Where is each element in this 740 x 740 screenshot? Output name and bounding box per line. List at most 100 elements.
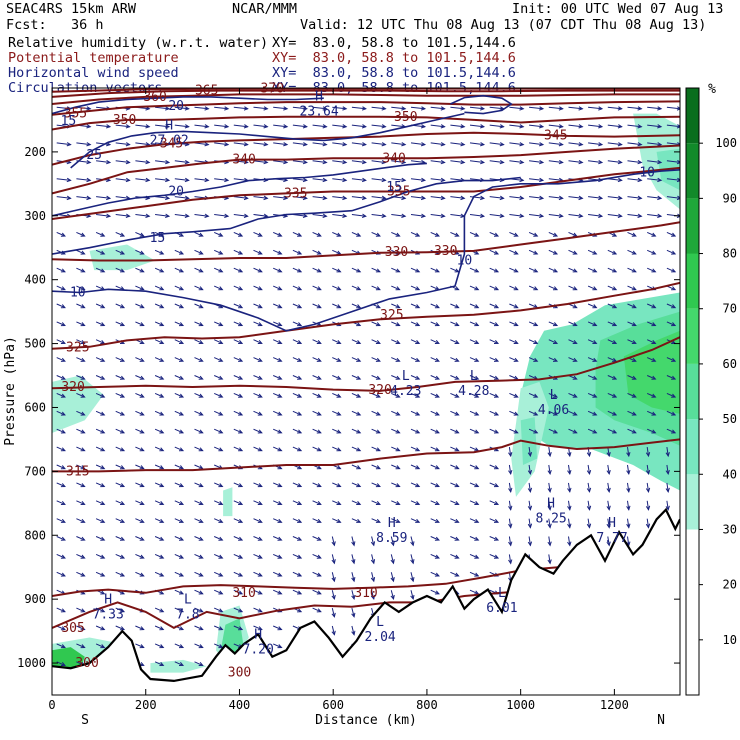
vector-arrowhead bbox=[257, 608, 263, 613]
circulation-vector bbox=[351, 428, 361, 434]
circulation-vector bbox=[509, 267, 518, 273]
vector-arrowhead bbox=[474, 429, 480, 434]
circulation-vector bbox=[351, 142, 366, 146]
circulation-vector bbox=[351, 410, 361, 416]
circulation-vector bbox=[351, 554, 355, 564]
vector-arrowhead bbox=[454, 518, 460, 523]
vector-arrowhead bbox=[322, 124, 328, 129]
vector-arrowhead bbox=[401, 195, 407, 201]
x-end-label-south: S bbox=[81, 713, 89, 728]
circulation-vector bbox=[627, 518, 630, 528]
vector-arrowhead bbox=[331, 576, 336, 583]
vector-arrowhead bbox=[342, 195, 348, 201]
vector-arrowhead bbox=[297, 286, 303, 291]
circulation-vector bbox=[115, 231, 125, 237]
vector-arrowhead bbox=[401, 106, 407, 111]
circulation-vector bbox=[587, 285, 597, 291]
vector-arrowhead bbox=[356, 304, 362, 309]
circulation-vector bbox=[430, 536, 440, 541]
vector-arrowhead bbox=[238, 483, 244, 488]
circulation-vector bbox=[253, 160, 268, 163]
vector-arrowhead bbox=[159, 429, 165, 434]
circulation-vector bbox=[115, 303, 125, 309]
colorbar-tick-label: 70 bbox=[723, 302, 737, 316]
vector-arrowhead bbox=[243, 159, 249, 165]
vector-arrowhead bbox=[80, 357, 86, 362]
circulation-vector bbox=[450, 571, 459, 577]
circulation-vector bbox=[391, 285, 400, 291]
circulation-vector bbox=[371, 124, 386, 128]
circulation-vector bbox=[627, 267, 636, 273]
circulation-vector bbox=[154, 267, 164, 273]
circulation-vector bbox=[56, 303, 66, 309]
circulation-vector bbox=[253, 518, 262, 523]
circulation-vector bbox=[450, 518, 459, 523]
vector-arrowhead bbox=[316, 518, 322, 523]
vector-arrowhead bbox=[606, 523, 611, 529]
circulation-vector bbox=[292, 446, 302, 452]
circulation-vector bbox=[194, 392, 203, 398]
vector-arrowhead bbox=[257, 554, 263, 559]
circulation-vector bbox=[528, 231, 538, 237]
colorbar-tick-label: 100 bbox=[715, 136, 737, 150]
vector-arrowhead bbox=[297, 590, 303, 595]
vector-arrowhead bbox=[592, 339, 598, 344]
circulation-vector bbox=[469, 482, 479, 487]
circulation-vector bbox=[292, 231, 302, 237]
vector-arrowhead bbox=[60, 608, 66, 613]
vector-arrowhead bbox=[302, 159, 308, 165]
extremum-value: 4.28 bbox=[458, 384, 489, 399]
circulation-vector bbox=[135, 428, 144, 434]
circulation-vector bbox=[56, 643, 66, 648]
vector-arrowhead bbox=[60, 357, 66, 362]
vector-arrowhead bbox=[578, 124, 584, 129]
circulation-vector bbox=[273, 392, 282, 398]
vector-arrowhead bbox=[159, 250, 165, 255]
vector-arrowhead bbox=[238, 572, 244, 577]
vector-arrowhead bbox=[395, 483, 401, 488]
theta-label: 345 bbox=[544, 128, 567, 143]
circulation-vector bbox=[174, 410, 184, 416]
vector-arrowhead bbox=[434, 357, 440, 362]
vector-arrowhead bbox=[493, 429, 500, 434]
vector-arrowhead bbox=[297, 304, 303, 309]
vector-arrowhead bbox=[612, 304, 618, 309]
vector-arrowhead bbox=[361, 142, 367, 147]
vector-arrowhead bbox=[671, 429, 677, 434]
vector-arrowhead bbox=[178, 393, 185, 398]
vector-arrowhead bbox=[434, 465, 440, 470]
vector-arrowhead bbox=[415, 500, 421, 505]
circulation-vector bbox=[194, 249, 203, 255]
vector-arrowhead bbox=[165, 177, 171, 183]
circulation-vector bbox=[548, 267, 558, 273]
vector-arrowhead bbox=[198, 608, 204, 613]
vector-arrowhead bbox=[218, 429, 224, 434]
vector-arrowhead bbox=[612, 375, 618, 380]
circulation-vector bbox=[391, 178, 406, 181]
circulation-vector bbox=[332, 375, 341, 380]
vector-arrowhead bbox=[159, 572, 165, 577]
circulation-vector bbox=[529, 142, 544, 146]
circulation-vector bbox=[469, 214, 484, 217]
rh-patch bbox=[520, 417, 538, 465]
circulation-vector bbox=[646, 447, 649, 457]
circulation-vector bbox=[509, 214, 524, 217]
vector-arrowhead bbox=[434, 590, 440, 595]
vector-arrowhead bbox=[198, 554, 204, 559]
vector-arrowhead bbox=[375, 483, 381, 488]
vector-arrowhead bbox=[316, 465, 322, 470]
circulation-vector bbox=[135, 553, 144, 559]
vector-arrowhead bbox=[578, 159, 584, 165]
circulation-vector bbox=[627, 285, 636, 291]
circulation-vector bbox=[194, 625, 203, 631]
vector-arrowhead bbox=[415, 322, 421, 327]
vector-arrowhead bbox=[474, 232, 480, 237]
vector-arrowhead bbox=[218, 286, 224, 291]
circulation-vector bbox=[233, 339, 243, 344]
vector-arrowhead bbox=[434, 536, 440, 541]
circulation-vector bbox=[627, 303, 636, 309]
circulation-vector bbox=[292, 482, 302, 487]
circulation-vector bbox=[312, 446, 322, 452]
vector-arrowhead bbox=[159, 286, 165, 291]
vector-arrowhead bbox=[178, 339, 185, 344]
